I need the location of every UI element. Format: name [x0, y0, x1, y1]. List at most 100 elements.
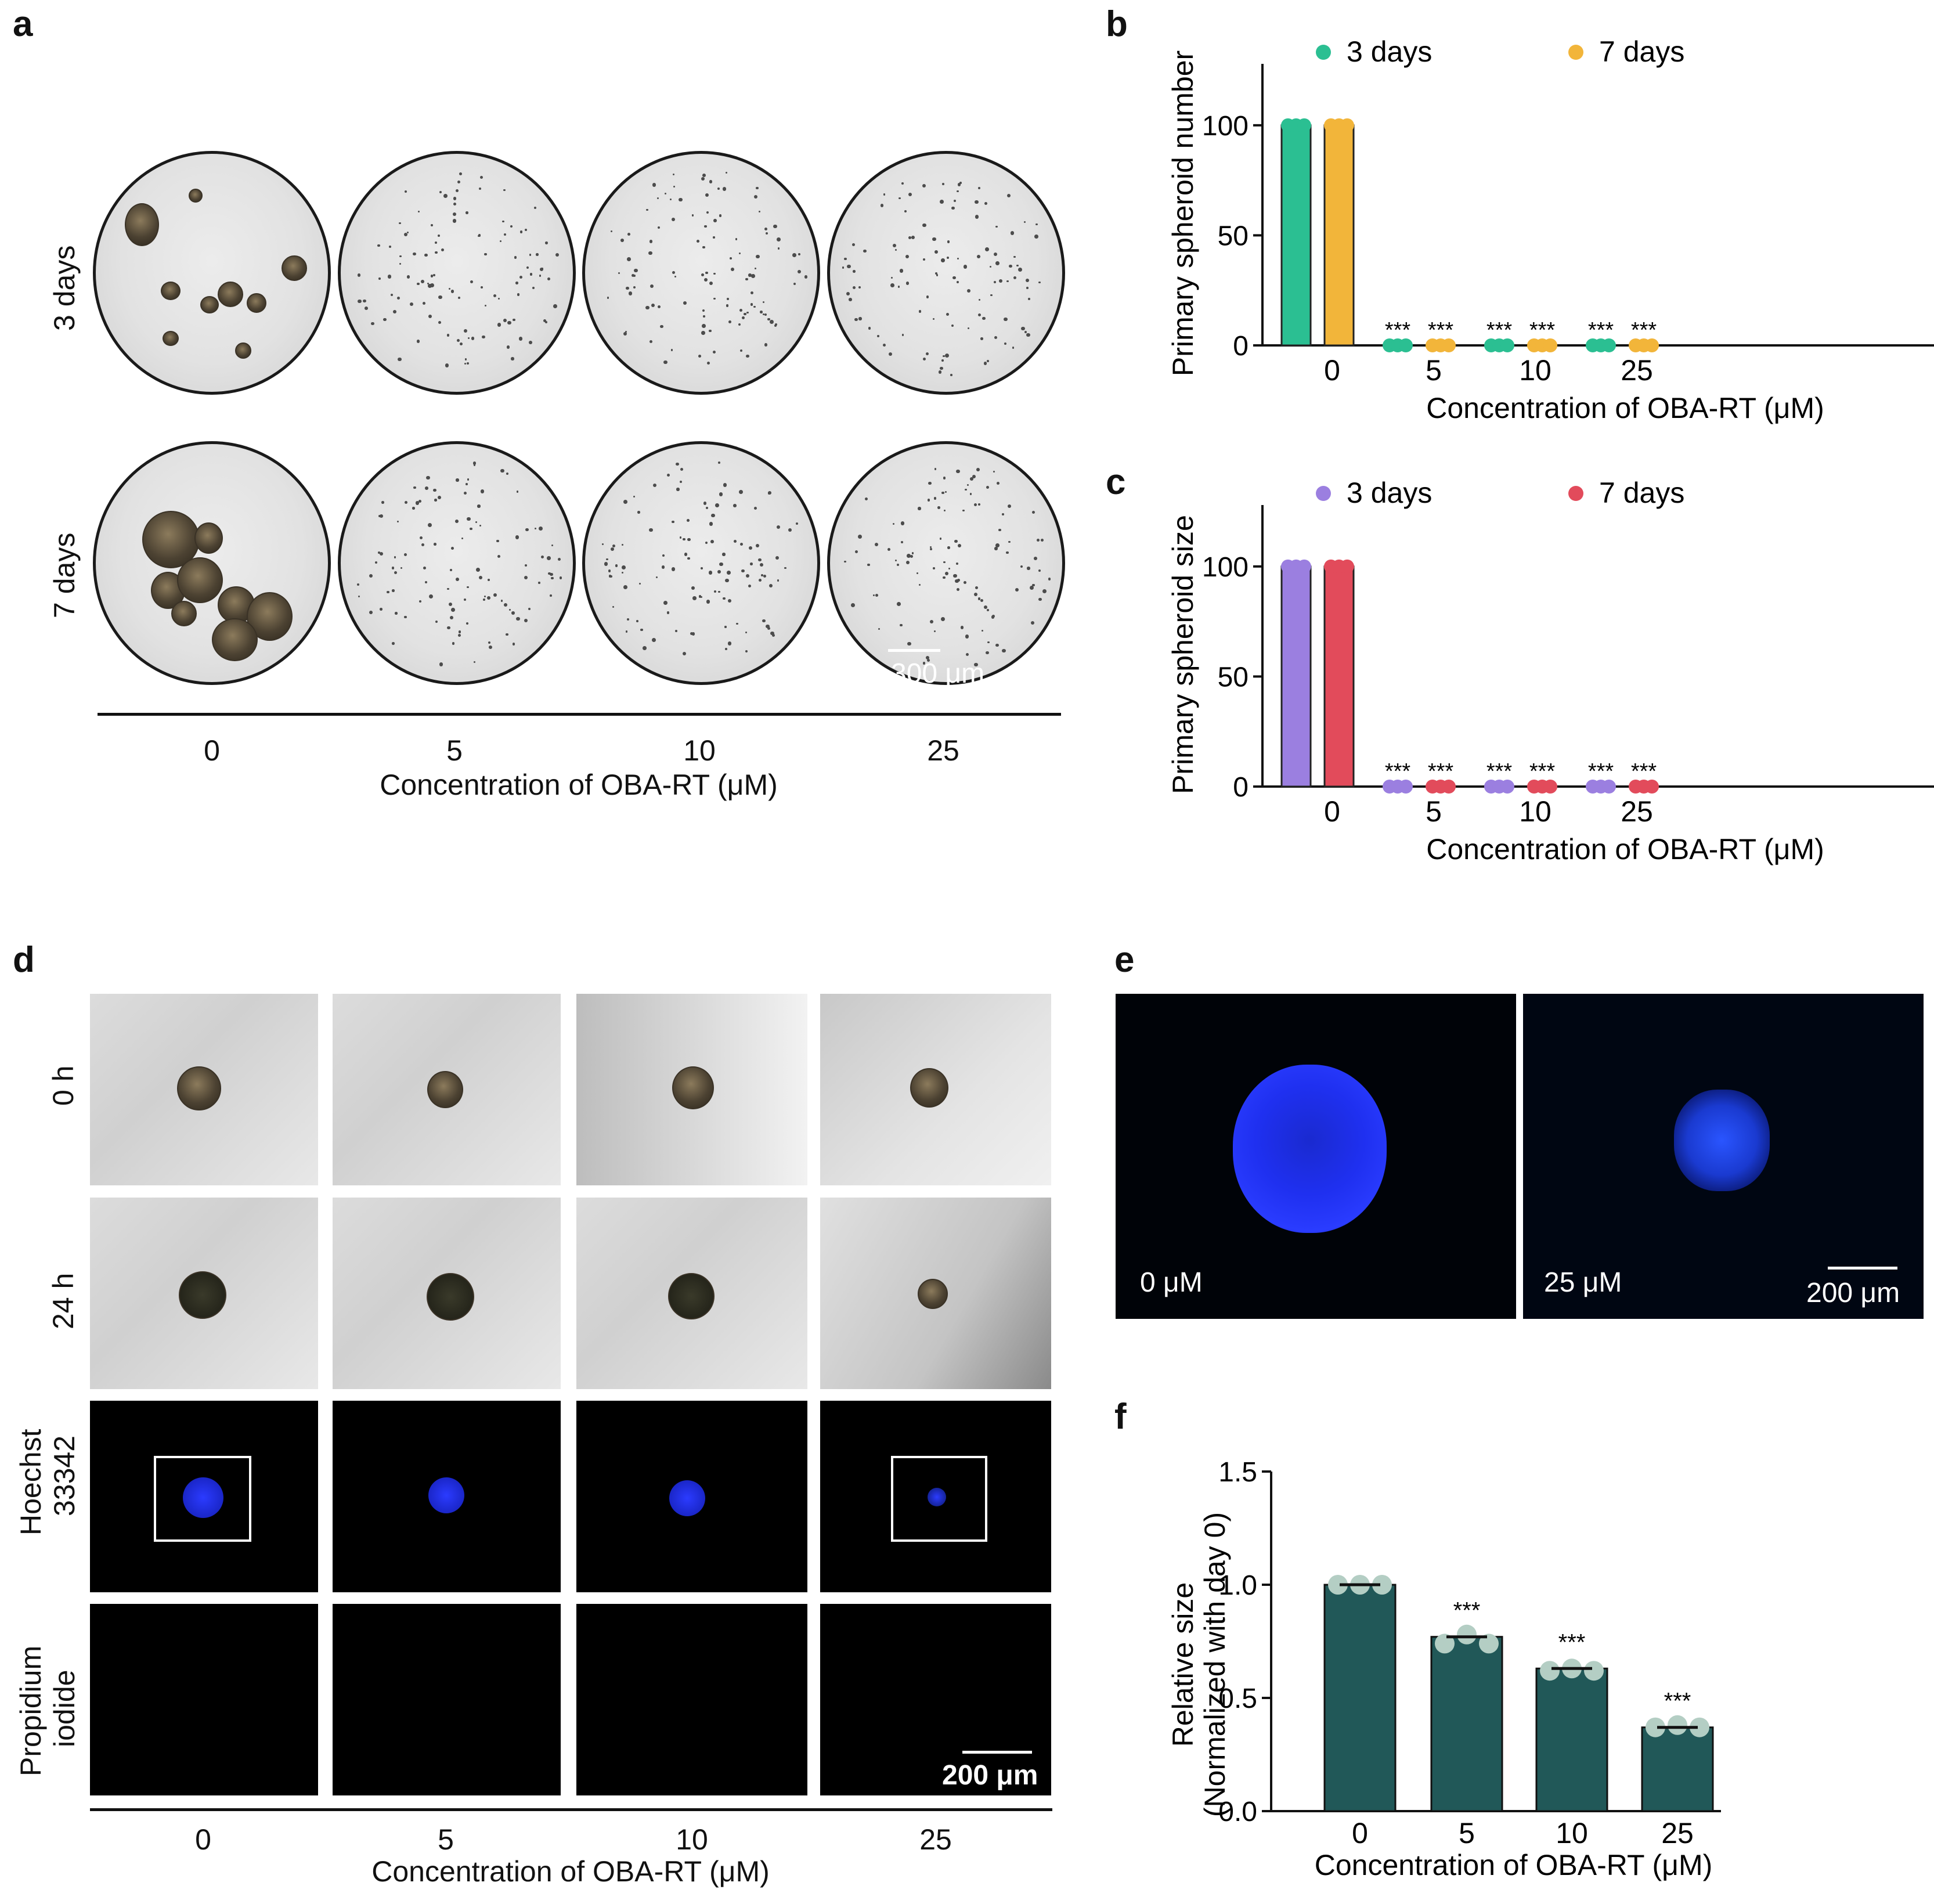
panel-letter-a: a — [13, 4, 33, 44]
data-point — [1399, 338, 1413, 352]
data-point — [1690, 1717, 1709, 1737]
photo-24h-25 — [820, 1198, 1051, 1389]
data-point — [1668, 1715, 1687, 1735]
legend-label: 3 days — [1347, 477, 1432, 509]
x-axis-label: Concentration of OBA-RT (μM) — [1315, 1849, 1713, 1881]
y-tick-label: 100 — [1202, 552, 1249, 583]
significance-label: *** — [1664, 1689, 1691, 1714]
panel-letter-d: d — [13, 940, 35, 980]
photo-0h-10 — [576, 994, 807, 1185]
x-tick-label: 5 — [1426, 795, 1442, 828]
legend-marker — [1316, 45, 1331, 60]
y-axis-label-2: (Normalized with day 0) — [1199, 1512, 1231, 1817]
significance-label: *** — [1529, 759, 1556, 784]
photo-e-0uM: 0 μM — [1116, 994, 1516, 1319]
y-axis-label: Primary spheroid number — [1167, 51, 1199, 376]
row-label-hoechst-num: 33342 — [48, 1435, 81, 1516]
dish-3days-10 — [582, 151, 820, 395]
legend-marker — [1568, 45, 1583, 60]
x-tick-label: 5 — [1426, 354, 1442, 387]
data-point — [1479, 1633, 1499, 1654]
data-point — [1602, 780, 1616, 794]
chart-f: 0.0 0.5 1.0 1.5 Relative size (Normalized wit… — [1167, 1457, 1721, 1881]
photo-pi-25: 200 μm — [820, 1604, 1051, 1795]
legend-label: 7 days — [1599, 477, 1684, 509]
xlabel-a: Concentration of OBA-RT (μM) — [380, 769, 778, 801]
y-tick-label: 50 — [1218, 221, 1249, 251]
photo-pi-10 — [576, 1604, 807, 1795]
bar — [1641, 1726, 1714, 1812]
y-tick-label: 1.5 — [1218, 1457, 1257, 1488]
data-point — [1340, 559, 1354, 574]
x-tick-label: 10 — [1519, 354, 1551, 387]
y-axis-label: Primary spheroid size — [1167, 515, 1199, 794]
scale-bar-a — [888, 649, 940, 652]
row-label-3-days: 3 days — [48, 245, 81, 331]
row-label-0h: 0 h — [47, 1065, 80, 1106]
significance-label: *** — [1631, 318, 1657, 342]
significance-label: *** — [1529, 318, 1556, 342]
photo-hoechst-10 — [576, 1401, 807, 1592]
xlabel-d: Concentration of OBA-RT (μM) — [371, 1855, 770, 1888]
data-point — [1540, 1661, 1560, 1681]
bar — [1323, 124, 1355, 347]
significance-label: *** — [1385, 318, 1411, 342]
dish-3days-0 — [93, 151, 331, 395]
row-label-hoechst: Hoechst — [15, 1429, 47, 1535]
row-label-propidium: Propidium — [15, 1645, 47, 1776]
scale-bar-e — [1828, 1267, 1897, 1270]
photo-24h-0 — [90, 1198, 318, 1389]
conc-label-a-0: 0 — [204, 734, 220, 767]
data-point — [1646, 1717, 1665, 1737]
panel-letter-e: e — [1114, 940, 1135, 980]
x-tick-label: 25 — [1621, 795, 1653, 828]
axis-line-d — [90, 1808, 1052, 1811]
legend-marker — [1568, 486, 1583, 501]
conc-label-d-10: 10 — [676, 1823, 708, 1856]
photo-e-25uM: 25 μM 200 μm — [1523, 994, 1924, 1319]
scale-bar-d — [962, 1751, 1032, 1754]
legend-label: 3 days — [1347, 35, 1432, 68]
photo-pi-0 — [90, 1604, 318, 1795]
row-label-iodide: iodide — [48, 1669, 81, 1747]
photo-hoechst-0 — [90, 1401, 318, 1592]
panel-letter-b: b — [1106, 4, 1128, 44]
significance-label: *** — [1385, 759, 1411, 784]
y-tick-label: 0.0 — [1218, 1797, 1257, 1827]
significance-label: *** — [1631, 759, 1657, 784]
axis-line-a — [98, 713, 1061, 716]
significance-label: *** — [1486, 318, 1513, 342]
dish-7days-0 — [93, 441, 331, 685]
y-axis-label: Relative size — [1167, 1582, 1199, 1747]
data-point — [1328, 1575, 1348, 1595]
panel-letter-c: c — [1106, 462, 1126, 502]
x-tick-label: 25 — [1661, 1817, 1694, 1849]
significance-label: *** — [1428, 318, 1454, 342]
significance-label: *** — [1428, 759, 1454, 784]
significance-label: *** — [1558, 1629, 1586, 1655]
data-point — [1645, 338, 1659, 352]
photo-24h-10 — [576, 1198, 807, 1389]
data-point — [1442, 780, 1456, 794]
x-tick-label: 0 — [1324, 795, 1340, 828]
data-point — [1602, 338, 1616, 352]
data-point — [1584, 1661, 1604, 1681]
data-point — [1399, 780, 1413, 794]
x-tick-label: 0 — [1324, 354, 1340, 387]
data-point — [1500, 338, 1514, 352]
photo-24h-5 — [333, 1198, 561, 1389]
y-tick-label: 0 — [1233, 772, 1249, 803]
conc-label-a-5: 5 — [446, 734, 463, 767]
dish-7days-5 — [338, 441, 576, 685]
label-e-0uM: 0 μM — [1140, 1267, 1203, 1298]
y-tick-label: 100 — [1202, 111, 1249, 142]
dish-3days-5 — [338, 151, 576, 395]
data-point — [1442, 338, 1456, 352]
legend-label: 7 days — [1599, 35, 1684, 68]
data-point — [1340, 118, 1354, 132]
legend-marker — [1316, 486, 1331, 501]
y-tick-label: 0.5 — [1218, 1683, 1257, 1714]
dish-3days-25 — [827, 151, 1065, 395]
